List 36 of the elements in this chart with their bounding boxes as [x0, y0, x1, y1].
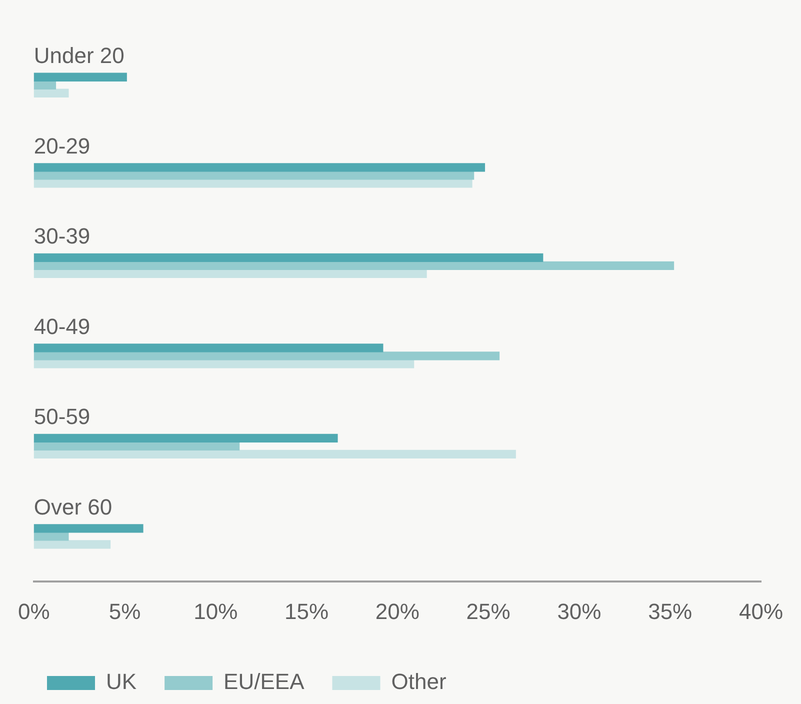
- y-tick-label: Under 20: [34, 43, 124, 68]
- x-tick-label: 20%: [375, 598, 420, 624]
- x-tick-label: 10%: [194, 598, 238, 624]
- bar: [34, 532, 69, 541]
- y-tick-label: Over 60: [34, 494, 112, 520]
- x-tick-label: 0%: [18, 598, 50, 624]
- bar: [34, 524, 144, 533]
- bar: [34, 434, 338, 443]
- x-tick-label: 35%: [648, 598, 692, 624]
- legend-label: Other: [391, 669, 446, 694]
- bar: [34, 540, 111, 549]
- bar: [34, 352, 500, 360]
- x-tick-label: 15%: [284, 598, 329, 624]
- bar: [34, 179, 472, 188]
- y-tick-label: 50-59: [34, 404, 90, 430]
- bar: [34, 88, 69, 98]
- y-tick-label: 30-39: [34, 224, 90, 249]
- bar: [34, 171, 474, 180]
- x-tick-label: 40%: [738, 598, 784, 624]
- bar: [34, 360, 414, 368]
- bar: [34, 163, 486, 172]
- bar: [34, 269, 427, 278]
- y-tick-label: 20-29: [34, 133, 90, 158]
- bar: [34, 344, 384, 352]
- bar: [34, 442, 240, 451]
- bar: [34, 261, 674, 270]
- bar: [34, 72, 127, 82]
- bar: [34, 80, 56, 90]
- x-tick-label: 30%: [557, 598, 602, 624]
- legend-label: UK: [106, 669, 137, 694]
- legend-label: EU/EEA: [224, 669, 305, 694]
- x-tick-label: 5%: [108, 598, 141, 624]
- y-tick-label: 40-49: [34, 314, 90, 339]
- bar: [34, 253, 544, 262]
- x-tick-label: 25%: [466, 598, 510, 624]
- bar: [34, 450, 516, 459]
